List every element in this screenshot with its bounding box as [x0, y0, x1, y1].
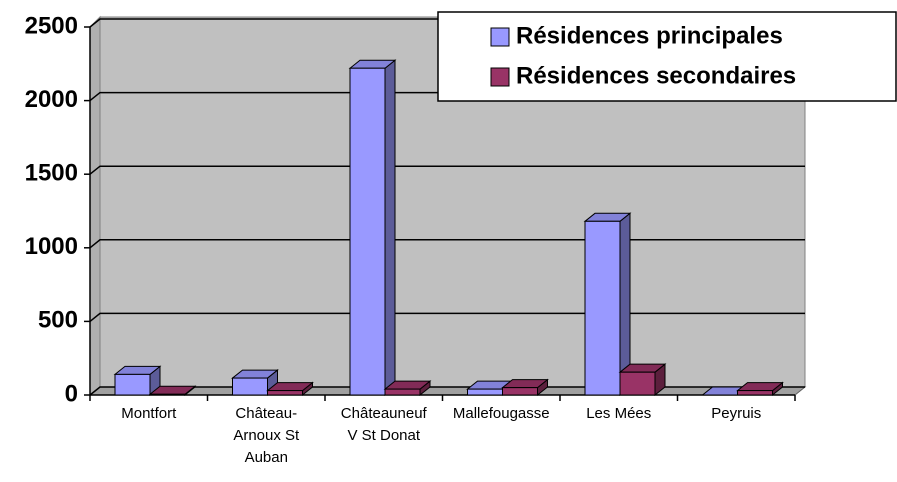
y-tick-label: 2500 — [25, 12, 78, 39]
legend-swatch — [490, 27, 510, 47]
grid-line — [89, 239, 805, 249]
x-tick-label: Montfort — [121, 405, 177, 422]
bar — [349, 67, 386, 396]
grid-line — [89, 386, 805, 396]
y-tick-label: 0 — [65, 380, 78, 407]
legend-swatch — [490, 67, 510, 87]
x-tick-label: Châteauneuf V St Donat — [340, 405, 427, 444]
side-wall — [89, 15, 101, 397]
grid-line — [89, 312, 805, 322]
bar — [467, 388, 503, 396]
bar — [267, 390, 303, 396]
bar — [584, 220, 621, 396]
y-tick-label: 1000 — [25, 233, 78, 260]
legend-label: Résidences secondaires — [516, 62, 796, 89]
bar — [384, 388, 421, 396]
bar — [114, 373, 151, 396]
x-tick-label: Château-Arnoux St Auban — [233, 405, 300, 466]
x-tick-label: Peyruis — [711, 405, 762, 422]
bar — [619, 371, 656, 396]
y-tick-label: 500 — [38, 307, 78, 334]
bar — [149, 393, 186, 396]
grid-line — [89, 165, 805, 175]
bar-side — [384, 59, 396, 397]
bar — [737, 390, 773, 396]
y-tick-label: 2000 — [25, 86, 78, 113]
y-tick-label: 1500 — [25, 160, 78, 187]
x-tick-label: Les Mées — [586, 405, 652, 422]
bar — [502, 387, 538, 396]
legend-box — [437, 11, 897, 102]
x-tick-label: Mallefougasse — [452, 405, 550, 422]
legend-label: Résidences principales — [516, 22, 783, 49]
floor — [88, 386, 807, 396]
bar — [232, 377, 268, 396]
